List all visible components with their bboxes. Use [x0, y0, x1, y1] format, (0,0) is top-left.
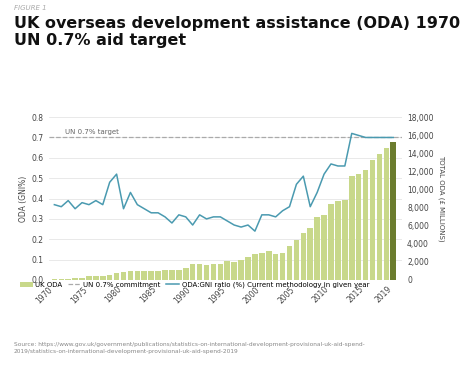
Bar — [162, 270, 168, 280]
Bar — [391, 142, 396, 280]
Bar — [59, 279, 64, 280]
Bar — [356, 174, 361, 280]
Bar — [134, 271, 140, 280]
Text: UK overseas development assistance (ODA) 1970 to 2019 vs
UN 0.7% aid target: UK overseas development assistance (ODA)… — [14, 16, 465, 48]
Bar — [300, 233, 306, 280]
Text: UN 0.7% target: UN 0.7% target — [65, 129, 119, 135]
Text: FIGURE 1: FIGURE 1 — [14, 5, 46, 11]
Bar — [280, 253, 286, 280]
Bar — [266, 251, 272, 280]
Legend: UK ODA, UN 0.7% commitment, ODA:GNI ratio (%) Current methodology in given year: UK ODA, UN 0.7% commitment, ODA:GNI rati… — [17, 279, 372, 291]
Bar — [114, 273, 120, 280]
Bar — [225, 261, 230, 280]
Bar — [211, 264, 216, 280]
Bar — [384, 148, 389, 280]
Bar — [169, 270, 175, 280]
Bar — [363, 169, 368, 280]
Bar — [73, 279, 78, 280]
Bar — [52, 279, 57, 280]
Bar — [287, 246, 292, 280]
Bar — [349, 176, 354, 280]
Bar — [176, 270, 182, 280]
Bar — [86, 276, 92, 280]
Bar — [307, 228, 313, 280]
Bar — [218, 264, 223, 280]
Bar — [121, 272, 126, 280]
Bar — [377, 154, 382, 280]
Bar — [259, 253, 265, 280]
Bar — [128, 271, 133, 280]
Text: Source: https://www.gov.uk/government/publications/statistics-on-international-d: Source: https://www.gov.uk/government/pu… — [14, 342, 365, 354]
Bar — [148, 271, 154, 280]
Bar — [252, 254, 258, 280]
Bar — [342, 200, 348, 280]
Bar — [314, 217, 320, 280]
Bar — [335, 201, 341, 280]
Bar — [79, 278, 85, 280]
Bar — [100, 276, 106, 280]
Bar — [321, 215, 327, 280]
Bar — [107, 275, 113, 280]
Bar — [293, 240, 299, 280]
Bar — [155, 271, 161, 280]
Bar — [183, 268, 188, 280]
Bar — [273, 254, 279, 280]
Bar — [141, 271, 147, 280]
Bar — [245, 257, 251, 280]
Bar — [239, 260, 244, 280]
Bar — [66, 279, 71, 280]
Bar — [370, 160, 375, 280]
Bar — [328, 204, 334, 280]
Y-axis label: ODA (GNI%): ODA (GNI%) — [19, 175, 28, 222]
Bar — [93, 276, 99, 280]
Bar — [232, 262, 237, 280]
Bar — [197, 264, 202, 280]
Bar — [204, 265, 209, 280]
Bar — [190, 264, 195, 280]
Y-axis label: TOTAL ODA (£ MILLIONS): TOTAL ODA (£ MILLIONS) — [438, 155, 445, 242]
